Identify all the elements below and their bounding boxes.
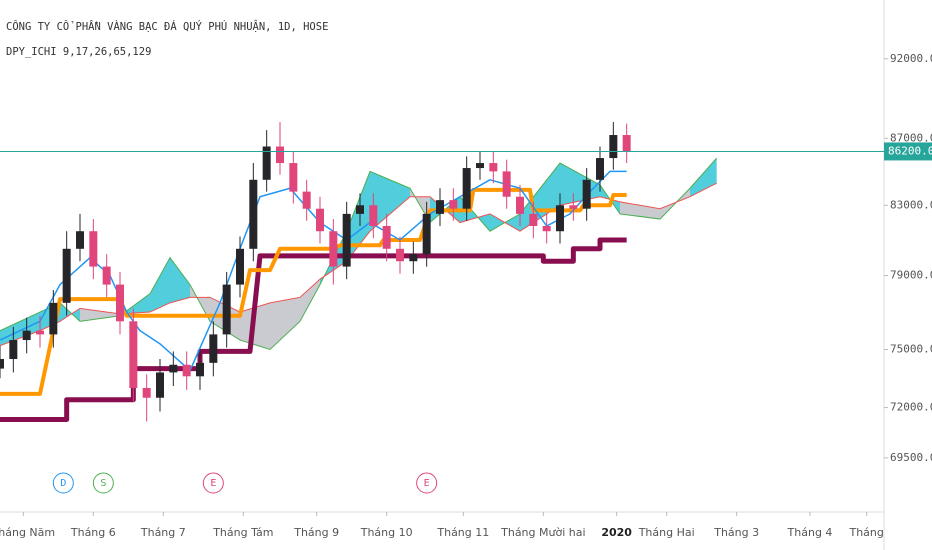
y-tick-label: 92000.0 bbox=[890, 52, 932, 65]
indicator-line bbox=[0, 237, 627, 422]
candle-body bbox=[76, 231, 84, 249]
candle-body bbox=[289, 163, 298, 192]
x-tick-label: 2020 bbox=[601, 526, 632, 539]
event-label: D bbox=[60, 478, 66, 489]
candle-body bbox=[436, 200, 444, 214]
cloud-segment bbox=[0, 312, 40, 346]
candle-body bbox=[129, 321, 138, 388]
x-tick-label: Tháng 3 bbox=[713, 526, 759, 539]
candle-body bbox=[0, 359, 4, 369]
candle-body bbox=[249, 179, 258, 249]
x-tick-label: Tháng 10 bbox=[360, 526, 413, 539]
candle-body bbox=[356, 205, 364, 214]
candle-body bbox=[62, 248, 71, 303]
y-tick-label: 75000.0 bbox=[890, 342, 932, 355]
x-tick-label: Tháng 4 bbox=[787, 526, 833, 539]
candle-body bbox=[396, 248, 404, 262]
candle-body bbox=[502, 171, 511, 197]
x-tick-label: Tháng Hai bbox=[638, 526, 695, 539]
candle-body bbox=[569, 205, 578, 209]
candle-body bbox=[516, 196, 524, 214]
event-label: S bbox=[100, 478, 106, 489]
event-marker bbox=[202, 472, 224, 494]
chart-title: CÔNG TY CỔ PHẦN VÀNG BẠC ĐÁ QUÝ PHÚ NHUẬ… bbox=[6, 20, 328, 33]
candle-body bbox=[302, 191, 311, 209]
candle-body bbox=[409, 254, 418, 262]
candle-body bbox=[102, 266, 111, 285]
y-tick-label: 87000.0 bbox=[890, 131, 932, 144]
candle-body bbox=[142, 387, 151, 398]
candle-body bbox=[49, 302, 58, 335]
candle-body bbox=[556, 205, 564, 232]
last-price-label: 86200.0 bbox=[888, 144, 932, 157]
y-tick-label: 79000.0 bbox=[890, 269, 932, 282]
candle-body bbox=[462, 168, 471, 209]
cloud-segment bbox=[300, 279, 320, 322]
candle-body bbox=[316, 208, 324, 232]
candle-body bbox=[209, 334, 218, 363]
cloud-segment bbox=[170, 257, 190, 303]
candle-body bbox=[449, 200, 458, 209]
event-label: E bbox=[424, 478, 430, 489]
x-tick-label: Tháng 7 bbox=[140, 526, 186, 539]
candle-body bbox=[542, 225, 551, 232]
candle-body bbox=[596, 158, 604, 180]
event-label: E bbox=[210, 478, 216, 489]
candle-body bbox=[36, 330, 44, 335]
event-marker bbox=[416, 472, 438, 494]
candle-body bbox=[329, 231, 338, 267]
candle-body bbox=[609, 135, 618, 159]
candle-body bbox=[369, 205, 378, 226]
x-tick-label: Tháng 6 bbox=[70, 526, 116, 539]
candle-body bbox=[476, 163, 484, 169]
event-marker bbox=[92, 472, 114, 494]
candle-body bbox=[276, 146, 284, 164]
candle-body bbox=[262, 146, 271, 180]
y-tick-label: 72000.0 bbox=[890, 401, 932, 414]
candle-body bbox=[169, 364, 178, 373]
cloud-segment bbox=[690, 158, 717, 197]
last-price-badge bbox=[884, 142, 932, 161]
y-tick-label: 69500.0 bbox=[890, 451, 932, 464]
indicator-line bbox=[0, 187, 627, 396]
candle-body bbox=[422, 213, 431, 255]
candle-body bbox=[9, 340, 18, 360]
x-tick-label: Tháng Mười hai bbox=[500, 526, 585, 539]
candle-body bbox=[22, 330, 31, 341]
candle-body bbox=[222, 284, 231, 335]
candle-body bbox=[89, 231, 98, 267]
candle-body bbox=[156, 372, 164, 398]
cloud-segment bbox=[270, 297, 300, 350]
candle-body bbox=[582, 179, 591, 209]
indicator-label: DPY_ICHI 9,17,26,65,129 bbox=[6, 46, 151, 58]
x-tick-label: Tháng 11 bbox=[436, 526, 489, 539]
cloud-segment bbox=[80, 308, 120, 322]
x-tick-label: Tháng 9 bbox=[293, 526, 339, 539]
candle-body bbox=[182, 364, 191, 377]
candle-body bbox=[382, 225, 391, 249]
x-tick-label: Tháng Tám bbox=[212, 526, 273, 539]
candle-body bbox=[342, 213, 351, 267]
candle-body bbox=[489, 163, 498, 172]
cloud-segment bbox=[346, 171, 370, 262]
event-marker bbox=[52, 472, 74, 494]
x-tick-label: Tháng Năm bbox=[0, 526, 55, 539]
candle-body bbox=[236, 248, 244, 285]
candle-body bbox=[196, 362, 204, 377]
x-tick-label: Tháng bbox=[848, 526, 883, 539]
candle-body bbox=[116, 284, 124, 322]
cloud-segment bbox=[370, 171, 410, 232]
candle-body bbox=[529, 213, 538, 226]
y-tick-label: 83000.0 bbox=[890, 198, 932, 211]
cloud-segment bbox=[490, 213, 520, 232]
candle-body bbox=[622, 135, 631, 152]
cloud-segment bbox=[150, 257, 170, 313]
